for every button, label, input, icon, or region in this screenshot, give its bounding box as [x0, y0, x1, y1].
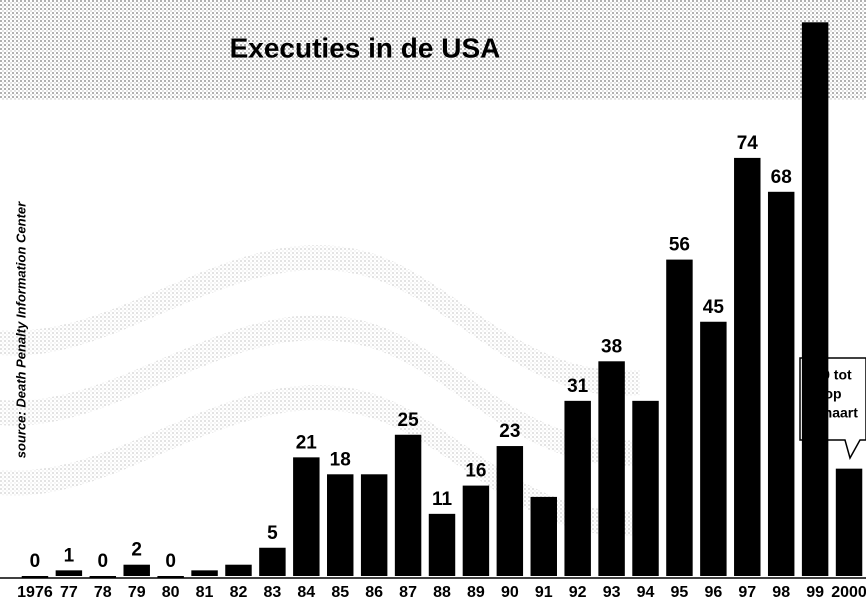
bar	[293, 457, 320, 576]
x-tick-label: 84	[297, 584, 315, 601]
bar	[225, 564, 252, 576]
value-label: 38	[601, 336, 622, 357]
value-label: 23	[499, 421, 520, 442]
x-tick-label: 87	[399, 584, 417, 601]
bar	[428, 513, 456, 576]
bar	[360, 474, 388, 576]
x-tick-label: 79	[128, 584, 146, 601]
x-tick-label: 78	[94, 584, 112, 601]
bar	[632, 400, 659, 576]
bar	[734, 157, 761, 576]
bar	[666, 259, 693, 576]
bar	[327, 474, 354, 576]
x-tick-label: 95	[671, 584, 689, 601]
x-tick-label: 2000	[831, 584, 866, 601]
x-tick-label: 97	[738, 584, 756, 601]
bar	[835, 468, 863, 576]
x-tick-label: 90	[501, 584, 519, 601]
bar	[496, 446, 524, 576]
bar	[123, 564, 150, 576]
bar	[259, 547, 286, 576]
x-tick-label: 83	[264, 584, 282, 601]
value-label: 0	[30, 551, 41, 572]
source-note: source: Death Penalty Information Center	[13, 201, 28, 458]
x-tick-label: 88	[433, 584, 451, 601]
value-label: 0	[98, 551, 109, 572]
bar	[801, 22, 829, 577]
value-label: 18	[330, 449, 351, 470]
x-tick-label: 77	[60, 584, 78, 601]
value-label: 98	[805, 39, 826, 60]
bar	[191, 570, 218, 576]
bar	[157, 576, 184, 578]
bar	[767, 191, 795, 577]
x-tick-label: 89	[467, 584, 485, 601]
bar	[89, 576, 117, 578]
bar	[55, 570, 83, 576]
value-label: 45	[703, 297, 725, 318]
bar	[700, 321, 727, 576]
bar	[530, 496, 557, 576]
value-label: 11	[432, 489, 453, 510]
value-label: 74	[737, 133, 759, 154]
bar	[21, 576, 49, 578]
x-tick-label: 80	[162, 584, 180, 601]
x-tick-label: 91	[535, 584, 553, 601]
value-label: 0	[165, 551, 176, 572]
x-tick-label: 86	[365, 584, 383, 601]
x-tick-label: 1976	[17, 584, 53, 601]
x-tick-label: 85	[331, 584, 349, 601]
x-tick-label: 81	[196, 584, 214, 601]
value-label: 21	[296, 432, 318, 453]
value-label: 1	[64, 545, 75, 566]
bar	[394, 434, 422, 576]
annotation-text: 19 tot	[814, 367, 852, 383]
value-label: 5	[267, 523, 278, 544]
x-tick-label: 99	[806, 584, 824, 601]
value-label: 56	[669, 235, 690, 256]
chart-title: Executies in de USA	[230, 32, 501, 63]
x-tick-label: 82	[230, 584, 248, 601]
x-tick-label: 94	[637, 584, 655, 601]
value-label: 2	[131, 540, 142, 561]
banner	[0, 0, 866, 100]
x-tick-label: 98	[772, 584, 790, 601]
value-label: 68	[771, 167, 792, 188]
value-label: 25	[398, 410, 420, 431]
annotation-text: 2 maart	[808, 405, 858, 421]
x-tick-label: 96	[704, 584, 722, 601]
bar	[564, 400, 591, 576]
annotation-text: op	[824, 386, 841, 402]
bar	[462, 485, 490, 576]
value-label: 16	[465, 461, 486, 482]
bar	[598, 361, 625, 576]
x-tick-label: 92	[569, 584, 587, 601]
x-tick-label: 93	[603, 584, 621, 601]
flag-decoration	[0, 245, 640, 536]
value-label: 31	[567, 376, 589, 397]
